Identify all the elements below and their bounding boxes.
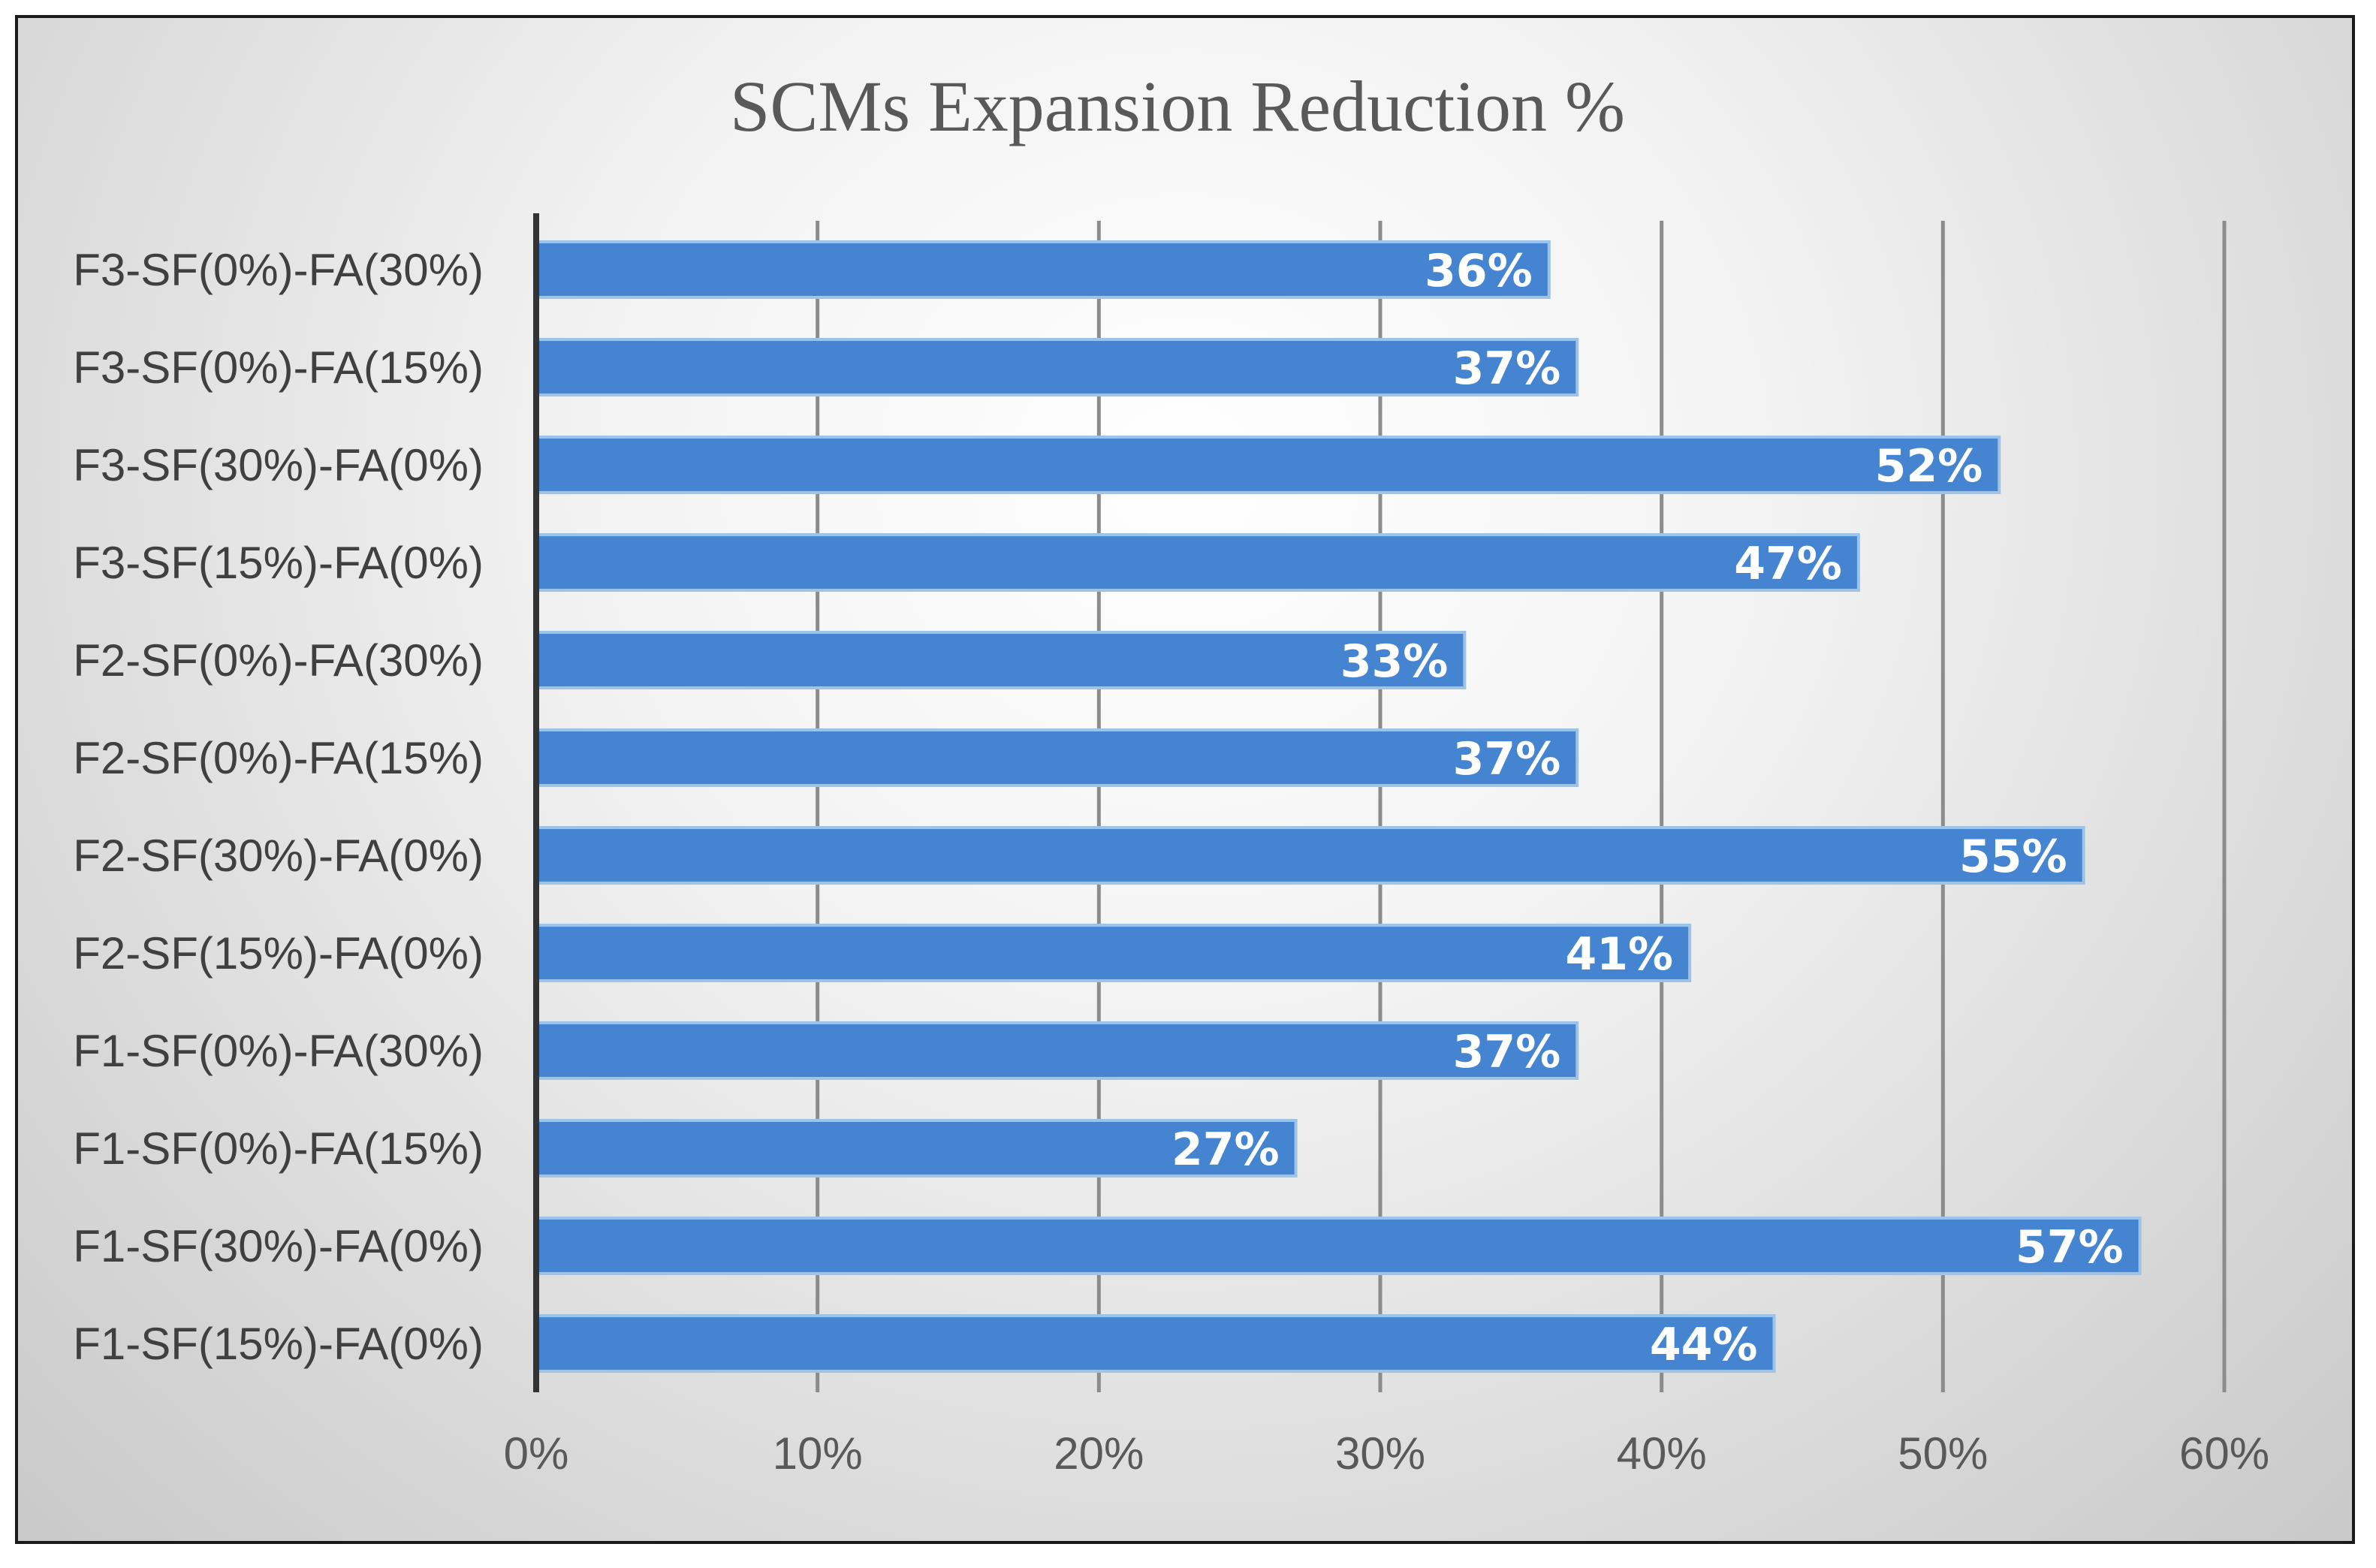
bar [535, 436, 2001, 494]
category-label: F1-SF(0%)-FA(30%) [73, 1026, 484, 1076]
x-tick-label: 10% [773, 1428, 863, 1479]
category-label: F2-SF(0%)-FA(30%) [73, 635, 484, 686]
category-label: F3-SF(30%)-FA(0%) [73, 440, 484, 490]
category-label: F3-SF(0%)-FA(30%) [73, 245, 484, 295]
bar [535, 1314, 1776, 1373]
bar [535, 631, 1467, 689]
category-label: F2-SF(15%)-FA(0%) [73, 928, 484, 978]
x-tick-label: 50% [1898, 1428, 1988, 1479]
category-label: F2-SF(0%)-FA(15%) [73, 733, 484, 783]
bar [535, 1021, 1579, 1080]
labels: 0% 10% 20% 30% 40% 50% 60% F3-SF(0%)-FA(30%) 36%… [73, 245, 2269, 1479]
category-label: F2-SF(30%)-FA(0%) [73, 831, 484, 881]
data-label: 37% [1453, 342, 1561, 395]
data-label: 37% [1453, 733, 1561, 786]
bar [535, 924, 1692, 982]
data-label: 57% [2016, 1221, 2124, 1274]
category-label: F3-SF(15%)-FA(0%) [73, 538, 484, 588]
x-tick-label: 40% [1617, 1428, 1707, 1479]
x-tick-label: 30% [1335, 1428, 1425, 1479]
data-label: 44% [1650, 1319, 1758, 1371]
bar [535, 240, 1551, 299]
bar [535, 338, 1579, 397]
x-tick-label: 20% [1054, 1428, 1144, 1479]
bar [535, 533, 1860, 592]
gridlines [816, 221, 2227, 1392]
bar [535, 826, 2085, 885]
data-label: 52% [1875, 440, 1983, 493]
category-label: F3-SF(0%)-FA(15%) [73, 342, 484, 393]
data-label: 37% [1453, 1026, 1561, 1078]
category-label: F1-SF(30%)-FA(0%) [73, 1221, 484, 1271]
data-label: 36% [1425, 245, 1533, 297]
bar-chart: SCMs Expansion Reduction % 0% 10% 20% 30% 40… [73, 66, 2269, 1479]
category-label: F1-SF(15%)-FA(0%) [73, 1319, 484, 1369]
data-label: 41% [1566, 928, 1674, 981]
data-label: 55% [1959, 831, 2067, 883]
bar [535, 1119, 1298, 1178]
bar [535, 1217, 2142, 1275]
x-tick-label: 60% [2179, 1428, 2269, 1479]
x-tick-label: 0% [504, 1428, 569, 1479]
category-label: F1-SF(0%)-FA(15%) [73, 1123, 484, 1174]
data-label: 47% [1734, 538, 1842, 590]
bar [535, 728, 1579, 787]
bars [535, 240, 2142, 1373]
chart-frame: SCMs Expansion Reduction % 0% 10% 20% 30% 40… [15, 15, 2355, 1544]
data-label: 27% [1171, 1123, 1280, 1176]
chart-title: SCMs Expansion Reduction % [730, 66, 1625, 146]
data-label: 33% [1340, 635, 1449, 688]
